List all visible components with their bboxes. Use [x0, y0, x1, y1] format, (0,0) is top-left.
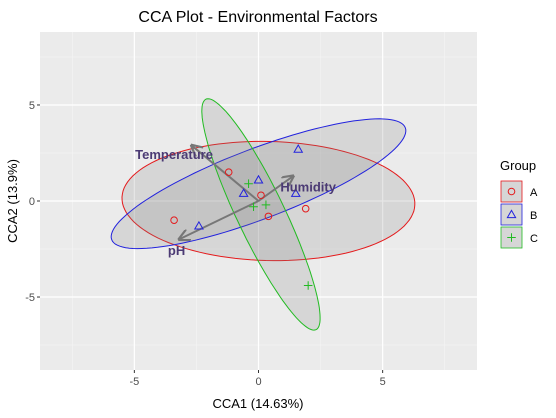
x-ticks: -5 0 5: [129, 370, 386, 388]
point-c: [244, 179, 253, 189]
legend-marker-c: [507, 233, 516, 242]
y-tick-label: 0: [29, 196, 35, 208]
point-b: [193, 220, 204, 230]
legend-marker-a: [507, 187, 516, 196]
point-a: [301, 204, 310, 213]
legend-label-a: A: [530, 187, 538, 199]
y-axis-title: CCA2 (13.9%): [5, 159, 20, 243]
legend-key-a: [500, 180, 523, 203]
legend-marker-b: [506, 209, 517, 219]
point-c: [249, 202, 258, 212]
point-b: [238, 188, 249, 197]
point-c: [261, 200, 271, 210]
legend-title: Group: [500, 158, 536, 173]
x-tick-label: 0: [255, 376, 261, 388]
point-b: [290, 188, 301, 197]
legend-label-b: B: [530, 210, 537, 222]
vector-temperature: [191, 145, 260, 202]
ellipse-C: [201, 98, 321, 331]
point-a: [224, 168, 233, 176]
x-tick-label: -5: [129, 376, 139, 388]
point-b: [293, 144, 304, 153]
ellipse-B: [110, 118, 407, 250]
x-axis-title: CCA1 (14.63%): [212, 396, 303, 411]
point-b: [253, 174, 264, 184]
point-a: [264, 212, 273, 221]
vector-labels: Temperature Humidity pH: [135, 147, 337, 258]
y-tick-label: 5: [29, 100, 35, 112]
x-tick-label: 5: [380, 376, 386, 388]
vector-label-ph: pH: [168, 243, 185, 258]
vector-label-temperature: Temperature: [135, 147, 213, 162]
vector-ph: [179, 200, 259, 239]
point-a: [170, 216, 178, 225]
point-a: [257, 191, 265, 200]
chart-title: CCA Plot - Environmental Factors: [138, 9, 377, 26]
point-c: [303, 281, 313, 290]
y-ticks: -5 0 5: [25, 100, 40, 304]
vector-label-humidity: Humidity: [280, 180, 336, 195]
legend-label-c: C: [530, 233, 538, 245]
points: [170, 144, 313, 290]
y-tick-label: -5: [25, 292, 35, 304]
legend-key-b: [500, 203, 523, 226]
legend: Group ABC: [500, 158, 538, 249]
